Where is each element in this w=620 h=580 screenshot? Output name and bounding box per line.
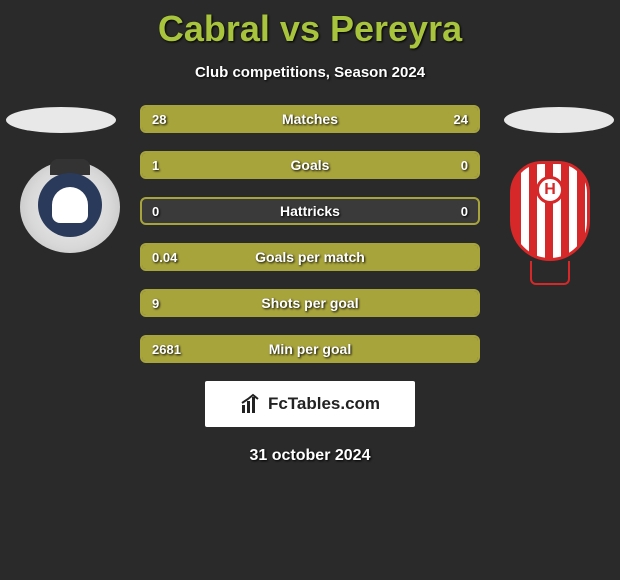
- stat-label: Goals: [142, 153, 478, 177]
- player-left-shadow: [6, 107, 116, 133]
- page-title: Cabral vs Pereyra: [0, 0, 620, 50]
- footer-date: 31 october 2024: [0, 447, 620, 465]
- stat-label: Matches: [142, 107, 478, 131]
- stat-value-left: 28: [142, 107, 176, 131]
- page-subtitle: Club competitions, Season 2024: [0, 64, 620, 81]
- stat-value-right: 0: [451, 153, 478, 177]
- chart-icon: [240, 393, 262, 415]
- site-badge[interactable]: FcTables.com: [205, 381, 415, 427]
- stat-value-left: 0.04: [142, 245, 187, 269]
- stat-value-left: 9: [142, 291, 169, 315]
- player-right-shadow: [504, 107, 614, 133]
- stat-value-left: 0: [142, 199, 169, 223]
- stat-value-right: 0: [451, 199, 478, 223]
- stat-label: Shots per goal: [142, 291, 478, 315]
- stat-value-left: 2681: [142, 337, 191, 361]
- crest-left-shield: [52, 187, 88, 223]
- stat-row: Matches28 24: [140, 105, 480, 133]
- site-badge-label: FcTables.com: [268, 394, 380, 414]
- comparison-content: H Matches2824Goals10Hattricks00Goals per…: [0, 105, 620, 465]
- crest-right-balloon: H: [510, 161, 590, 261]
- stat-row: Goals1 0: [140, 151, 480, 179]
- stat-row: Min per goal2681: [140, 335, 480, 363]
- stat-label: Min per goal: [142, 337, 478, 361]
- stat-value-right: 24: [444, 107, 478, 131]
- stat-label: Goals per match: [142, 245, 478, 269]
- stats-bars: Matches2824Goals10Hattricks00Goals per m…: [140, 105, 480, 363]
- stat-row: Hattricks0 0: [140, 197, 480, 225]
- crest-right-letter: H: [536, 176, 564, 204]
- stat-row: Shots per goal9: [140, 289, 480, 317]
- team-left-crest: [20, 161, 120, 253]
- stat-value-left: 1: [142, 153, 169, 177]
- crest-left-inner: [38, 173, 102, 237]
- stat-label: Hattricks: [142, 199, 478, 223]
- stat-row: Goals per match0.04: [140, 243, 480, 271]
- team-right-crest: H: [500, 161, 600, 301]
- crest-right-basket: [530, 261, 570, 285]
